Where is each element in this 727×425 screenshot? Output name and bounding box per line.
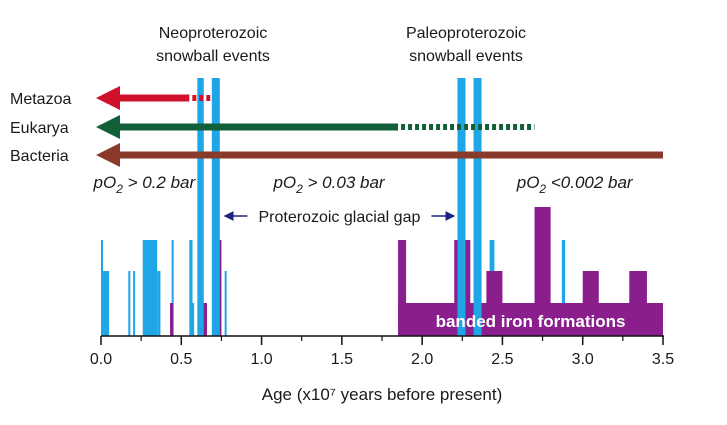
neoproterozoic-label-line1: Neoproterozoic (159, 25, 268, 42)
banded-iron-bar-1 (200, 303, 207, 336)
lineage-label-eukarya: Eukarya (10, 120, 69, 137)
glacial-deposit-bar-2 (128, 271, 131, 336)
oxygen-label-1: pO2 > 0.03 bar (272, 173, 385, 196)
x-axis-label: Age (x10⁷ years before present) (262, 385, 503, 404)
glacial-deposit-bar-7 (189, 240, 193, 336)
banded-iron-bar-4 (398, 240, 407, 336)
glacial-gap-label-background (247, 205, 432, 227)
oxygen-label-0: pO2 > 0.2 bar (93, 173, 197, 196)
x-tick-label: 2.0 (411, 351, 433, 368)
lineage-label-metazoa: Metazoa (10, 91, 71, 108)
banded-iron-bar-3 (398, 303, 663, 336)
glacial-deposit-bar-3 (133, 271, 136, 336)
glacial-deposit-bar-8 (190, 303, 195, 336)
x-tick-label: 0.5 (170, 351, 192, 368)
lineage-arrowhead-bacteria (96, 143, 120, 167)
oxygen-label-value: > 0.03 bar (303, 173, 386, 192)
lineage-arrowhead-metazoa (96, 86, 120, 110)
banded-iron-bar-0 (170, 303, 174, 336)
lineage-arrows: Metazoa Eukarya Bacteria (10, 86, 663, 167)
glacial-gap-label: Proterozoic glacial gap (259, 209, 421, 226)
banded-iron-bar-6 (486, 271, 503, 336)
lineage-label-bacteria: Bacteria (10, 148, 69, 165)
banded-iron-bar-7 (534, 207, 551, 336)
oxygen-label-subscript: 2 (538, 182, 546, 196)
oxygen-labels: pO2 > 0.2 bar pO2 > 0.03 bar pO2 <0.002 ba… (93, 173, 634, 196)
paleoproterozoic-label-line2: snowball events (409, 48, 523, 65)
banded-iron-bar-9 (629, 271, 647, 336)
oxygen-label-prefix: pO (272, 173, 296, 192)
neoproterozoic-label-line2: snowball events (156, 48, 270, 65)
glacial-deposit-bar-4 (142, 240, 158, 336)
glacial-deposit-bar-6 (171, 240, 174, 336)
oxygen-label-prefix: pO (93, 173, 117, 192)
oxygen-label-value: > 0.2 bar (123, 173, 197, 192)
oxygen-label-prefix: pO (516, 173, 540, 192)
x-tick-label: 1.5 (331, 351, 353, 368)
snowball-event-bars (197, 78, 482, 336)
x-tick-label: 3.0 (572, 351, 594, 368)
x-tick-label: 2.5 (491, 351, 513, 368)
lineage-arrowhead-eukarya (96, 115, 120, 139)
paleoproterozoic-label-line1: Paleoproterozoic (406, 25, 526, 42)
banded-iron-label: banded iron formations (436, 312, 626, 331)
snowball-event-bar-3 (473, 78, 482, 336)
oxygen-label-2: pO2 <0.002 bar (516, 173, 634, 196)
x-tick-label: 0.0 (90, 351, 112, 368)
glacial-deposit-bar-5 (157, 271, 161, 336)
x-tick-label: 3.5 (652, 351, 674, 368)
glacial-deposit-bar-1 (101, 271, 110, 336)
banded-iron-bar-8 (582, 271, 599, 336)
glacial-deposit-bar-11 (561, 240, 566, 336)
oxygen-label-subscript: 2 (115, 182, 123, 196)
snowball-event-bar-1 (211, 78, 220, 336)
x-tick-label: 1.0 (250, 351, 272, 368)
snowball-event-bar-2 (457, 78, 466, 336)
oxygen-label-subscript: 2 (295, 182, 303, 196)
glacial-deposit-bar-9 (224, 271, 227, 336)
snowball-event-bar-0 (197, 78, 204, 336)
x-axis-ticks: 0.0 0.5 1.0 1.5 2.0 2.5 3.0 3.5 (90, 336, 674, 368)
oxygen-label-value: <0.002 bar (546, 173, 634, 192)
